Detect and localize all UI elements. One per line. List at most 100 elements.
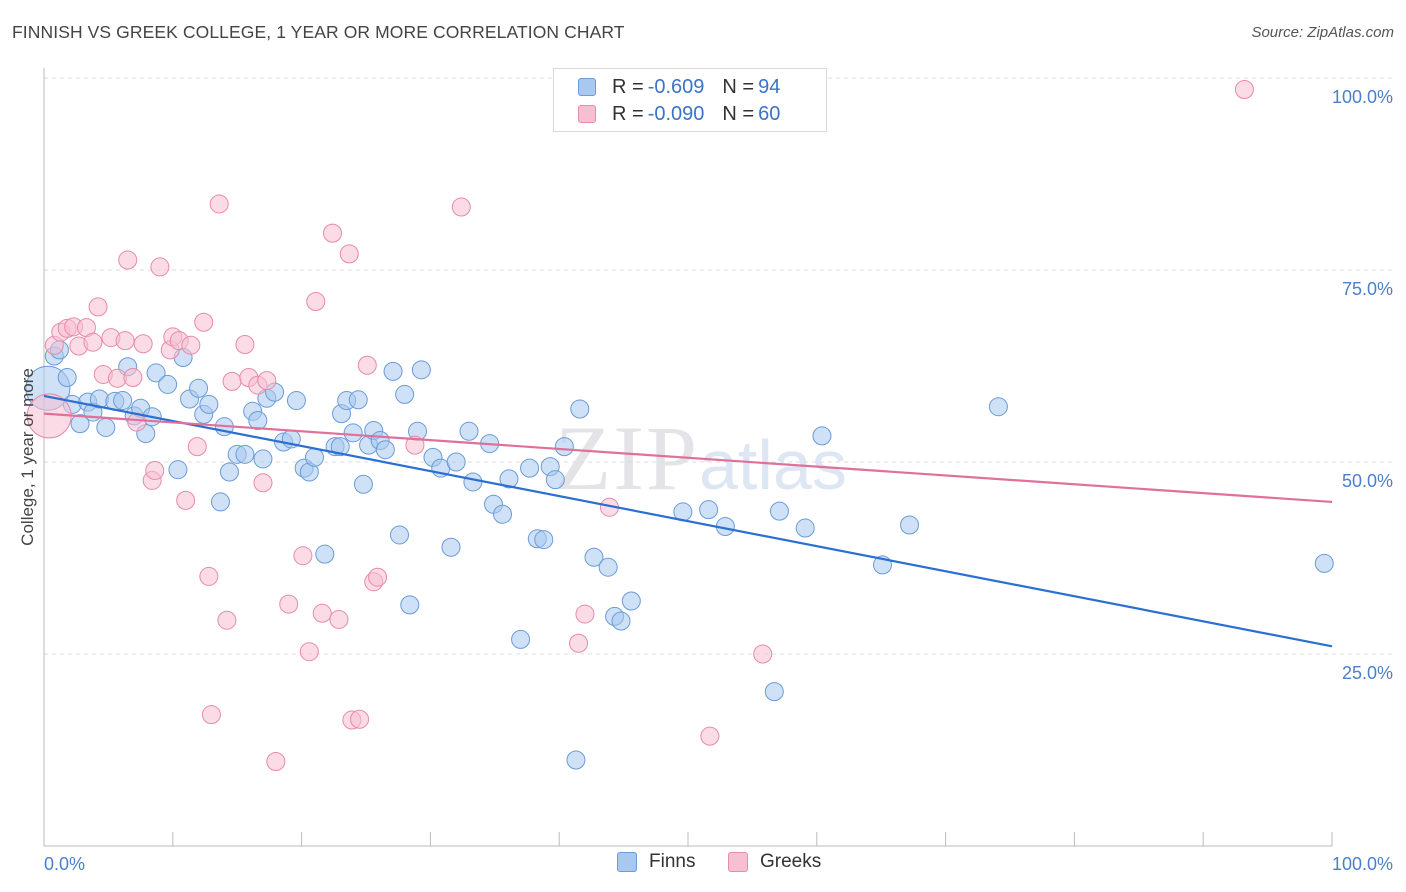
greeks-swatch [578,105,596,123]
y-tick-label-25: 25.0% [1342,663,1393,683]
greeks-point [575,604,595,624]
finns-point [463,472,483,492]
finns-legend-label: Finns [649,851,696,872]
finns-point [584,547,604,567]
greeks-point [323,223,343,243]
finns-point [168,460,188,480]
greeks-r-label: R = [612,102,644,125]
finns-point [210,492,230,512]
grid-lines [44,77,1392,655]
finns-point [248,411,268,431]
bottom-legend-greeks[interactable]: Greeks [728,851,821,873]
finns-trend-line [43,394,1333,648]
finns-swatch [578,78,596,96]
finns-point [348,390,368,410]
greeks-point [115,331,135,351]
bottom-legend-finns[interactable]: Finns [617,851,695,873]
finns-point [570,399,590,419]
greeks-trend-line [43,412,1333,504]
greeks-point [222,371,242,391]
greeks-point [569,633,589,653]
finns-r-value: -0.609 [647,75,705,98]
finns-point [812,426,832,446]
finns-point [235,444,255,464]
greeks-point [217,610,237,630]
greeks-point [451,197,471,217]
y-axis-title: College, 1 year or more [18,368,37,546]
greeks-point [368,567,388,587]
finns-point [70,414,90,434]
greeks-n-value: 60 [758,102,781,125]
greeks-point [187,437,207,457]
trend-lines [43,394,1333,648]
greeks-n-label: N = [722,102,755,125]
greeks-point [312,603,332,623]
finns-point [621,591,641,611]
finns-points [25,340,1334,770]
greeks-point [181,335,201,355]
finns-point [493,504,513,524]
greeks-r-value: -0.090 [647,102,705,125]
legend-row-greeks: R = -0.090 N = 60 [578,102,798,126]
finns-point [411,360,431,380]
greeks-point [209,194,229,214]
greeks-points [26,68,1254,772]
finns-point [375,440,395,460]
y-tick-label-100: 100.0% [1332,87,1393,107]
finns-point [353,474,373,494]
greeks-point [194,312,214,332]
finns-point [400,595,420,615]
finns-point [534,530,554,550]
finns-point [96,417,116,437]
y-tick-labels: 25.0% 50.0% 75.0% 100.0% [1332,87,1393,683]
x-tick-label-min: 0.0% [44,854,85,874]
finns-point [988,397,1008,417]
greeks-point [88,297,108,317]
finns-n-value: 94 [758,75,781,98]
finns-point [219,462,239,482]
finns-point [459,421,479,441]
greeks-point [257,371,277,391]
finns-point [764,682,784,702]
greeks-point [357,355,377,375]
source-label: Source: ZipAtlas.com [1251,24,1394,41]
finns-point [1314,553,1334,573]
finns-point [395,384,415,404]
greeks-point [145,460,165,480]
finns-point [383,361,403,381]
greeks-point [306,291,326,311]
finns-point [446,452,466,472]
greeks-point [405,435,425,455]
finns-point [699,500,719,520]
x-ticks [43,832,1333,846]
y-tick-label-75: 75.0% [1342,279,1393,299]
finns-point [795,518,815,538]
finns-point [611,611,631,631]
greeks-point [199,566,219,586]
chart-title: FINNISH VS GREEK COLLEGE, 1 YEAR OR MORE… [12,22,625,42]
greeks-point [279,594,299,614]
finns-point [598,557,618,577]
greeks-point [339,244,359,264]
finns-point [499,469,519,489]
greeks-point [201,705,221,725]
finns-r-label: R = [612,75,644,98]
finns-point [769,501,789,521]
greeks-point [329,609,349,629]
finns-point [158,374,178,394]
greeks-legend-label: Greeks [760,851,822,872]
finns-point [900,515,920,535]
finns-point [520,458,540,478]
finns-n-label: N = [722,75,755,98]
greeks-point [350,709,370,729]
finns-point [113,391,133,411]
greeks-point [1234,80,1254,100]
finns-point [511,629,531,649]
greeks-point [266,752,286,772]
greeks-point [700,726,720,746]
finns-point [315,544,335,564]
greeks-point [299,642,319,662]
greeks-point [83,332,103,352]
y-tick-label-50: 50.0% [1342,471,1393,491]
